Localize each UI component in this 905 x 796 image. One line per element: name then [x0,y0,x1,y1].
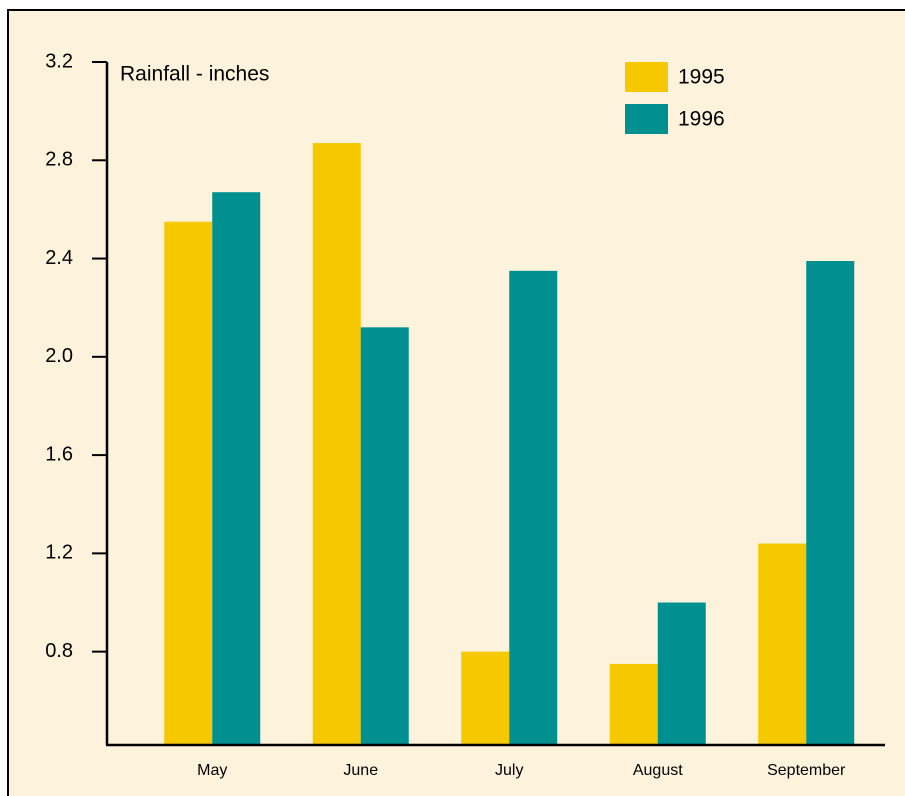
chart-frame [7,9,905,796]
bar [164,221,213,746]
bar [509,270,558,745]
y-tick-label: 2.0 [45,345,73,367]
x-tick-label: July [495,762,523,779]
x-tick-label: May [197,762,227,779]
bar [312,143,361,745]
legend-swatch [625,62,668,92]
x-tick-label: August [633,762,683,779]
y-tick-label: 1.2 [45,542,73,564]
legend-label: 1996 [678,108,725,131]
y-tick-label: 2.4 [45,247,73,269]
bar [758,543,807,745]
bar [657,602,706,745]
bar [609,663,658,745]
y-tick-label: 3.2 [45,50,73,72]
bar [212,192,261,746]
bar [360,327,409,745]
x-tick-label: September [767,762,846,779]
y-axis-label: Rainfall - inches [120,63,269,86]
y-tick-label: 0.8 [45,640,73,662]
y-tick-label: 2.8 [45,149,73,171]
x-tick-label: June [343,762,378,779]
legend-swatch [625,104,668,134]
legend-label: 1995 [678,66,725,89]
y-tick-label: 1.6 [45,443,73,465]
bar [461,651,510,745]
bar [806,261,855,745]
